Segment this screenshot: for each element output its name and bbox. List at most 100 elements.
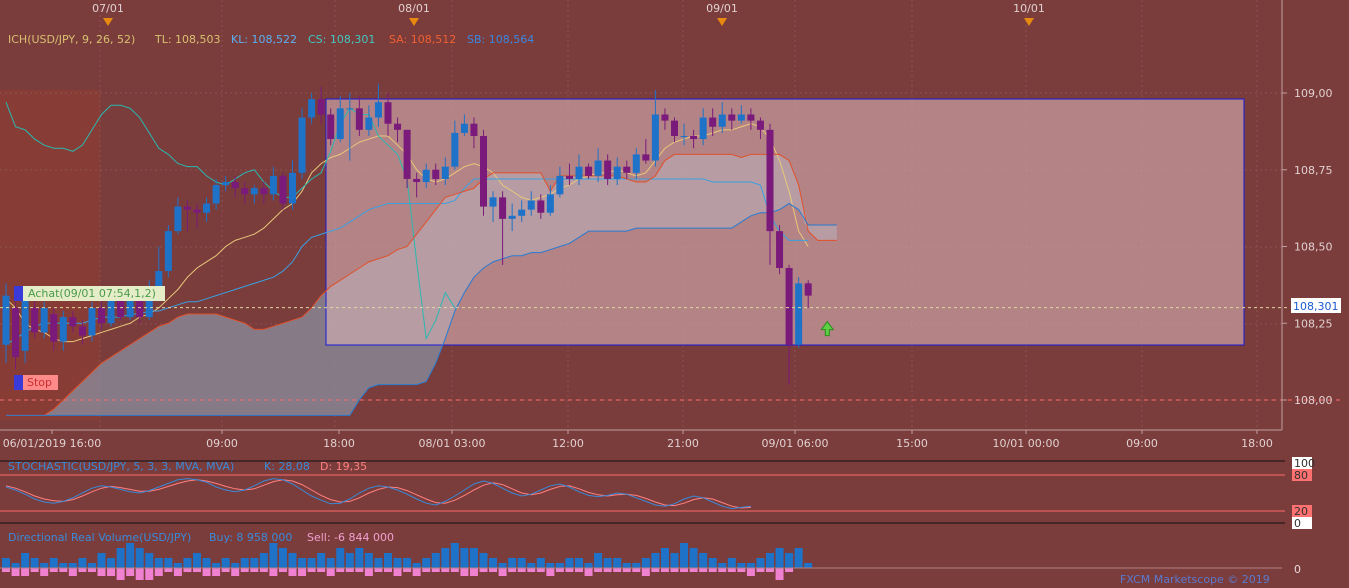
volume-sell-bar [575, 568, 583, 572]
volume-sell-bar [651, 568, 660, 572]
volume-buy-bar [708, 558, 717, 568]
candle-body [155, 271, 163, 287]
candle-body [31, 307, 39, 333]
top-date-label: 10/01 [1013, 2, 1045, 15]
volume-buy-bar [460, 548, 469, 568]
candle-body [269, 175, 277, 195]
volume-sell-bar [183, 568, 192, 572]
volume-sell-bar [594, 568, 603, 572]
volume-sell-bar [288, 568, 297, 576]
buy-order-label: Achat(09/01 07:54,1,2) [28, 287, 156, 300]
candle-body [460, 123, 468, 133]
volume-sell-bar [345, 568, 354, 572]
candle-body [651, 114, 659, 161]
candle-body [766, 129, 774, 232]
candle-body [289, 172, 296, 204]
candle-body [756, 120, 764, 130]
price-tick-label: 108,50 [1294, 241, 1333, 254]
volume-buy-value: Buy: 8 958 000 [209, 531, 292, 544]
volume-buy-bar [183, 558, 192, 568]
candle-body [241, 188, 249, 195]
candle-body [527, 200, 535, 210]
volume-sell-bar [250, 568, 259, 572]
candle-body [518, 209, 526, 216]
candle-body [585, 166, 593, 176]
volume-sell-bar [718, 568, 727, 572]
volume-sell-bar [278, 568, 287, 572]
volume-sell-bar [49, 568, 58, 572]
candle-body [394, 123, 402, 130]
volume-sell-bar [2, 568, 10, 572]
line-cs [5, 102, 456, 341]
time-tick-label: 09/01 06:00 [762, 437, 829, 450]
candle-body [718, 114, 726, 127]
candle-body [795, 283, 803, 345]
volume-buy-bar [59, 563, 68, 568]
volume-sell-bar [441, 568, 450, 572]
volume-buy-bar [766, 553, 774, 568]
buy-order-marker[interactable]: Achat(09/01 07:54,1,2) [14, 286, 165, 301]
candle-body [642, 154, 650, 161]
volume-sell-bar [40, 568, 49, 576]
volume-sell-bar [555, 568, 564, 572]
candle-body [699, 117, 707, 140]
buy-order-tag[interactable] [23, 286, 165, 301]
volume-buy-bar [384, 553, 392, 568]
candle-body [164, 231, 172, 272]
volume-sell-bar [508, 568, 517, 572]
candles [2, 83, 812, 385]
volume-buy-bar [231, 563, 240, 568]
volume-sell-bar [680, 568, 689, 572]
stop-order-handle[interactable] [14, 375, 23, 390]
history-shade [0, 90, 100, 420]
date-marker-icon [717, 18, 727, 26]
candle-body [384, 102, 392, 124]
volume-buy-bar [135, 548, 144, 568]
candle-body [661, 114, 669, 121]
volume-buy-bar [498, 563, 507, 568]
volume-sell-bar [756, 568, 765, 572]
volume-sell-bar [746, 568, 755, 576]
candle-body [183, 206, 191, 210]
volume-sell-bar [221, 568, 230, 572]
candle-body [508, 215, 516, 219]
volume-sell-bar [154, 568, 163, 576]
time-tick-label: 06/01/2019 16:00 [3, 437, 102, 450]
volume-sell-bar [326, 568, 335, 576]
volume-sell-bar [374, 568, 383, 572]
volume-buy-bar [30, 558, 39, 568]
volume-buy-bar [374, 558, 383, 568]
stop-order-tag[interactable] [23, 375, 58, 390]
volume-buy-bar [21, 553, 30, 568]
candle-body [556, 175, 564, 195]
time-tick-label: 09:00 [206, 437, 238, 450]
stoch-level-label: 80 [1294, 469, 1308, 482]
volume-buy-bar [689, 548, 698, 568]
sb-label: SB: 108,564 [467, 33, 534, 46]
volume-sell-bar [173, 568, 182, 576]
candle-body [709, 117, 717, 127]
volume-buy-bar [403, 558, 412, 568]
candle-body [470, 123, 478, 136]
volume-sell-bar [193, 568, 201, 572]
stoch-d-line [5, 479, 751, 509]
stop-order-marker[interactable]: Stop [14, 375, 58, 390]
volume-sell-bar [450, 568, 459, 572]
volume-buy-bar [412, 563, 421, 568]
volume-sell-bar [202, 568, 211, 576]
buy-order-handle[interactable] [14, 286, 23, 301]
candle-body [69, 317, 77, 327]
highlight-box[interactable] [325, 98, 1245, 346]
candle-body [671, 120, 678, 136]
volume-buy-bar [202, 558, 211, 568]
volume-buy-bar [116, 548, 125, 568]
candle-body [565, 175, 573, 179]
candle-body [126, 298, 134, 318]
volume-buy-bar [584, 563, 593, 568]
stoch-title: STOCHASTIC(USD/JPY, 5, 3, 3, MVA, MVA) [8, 460, 234, 473]
stoch-level-tag [1292, 457, 1312, 469]
volume-sell-bar [21, 568, 30, 576]
volume-sell-bar [536, 568, 545, 572]
candle-body [747, 114, 755, 121]
volume-sell-bar [97, 568, 106, 576]
